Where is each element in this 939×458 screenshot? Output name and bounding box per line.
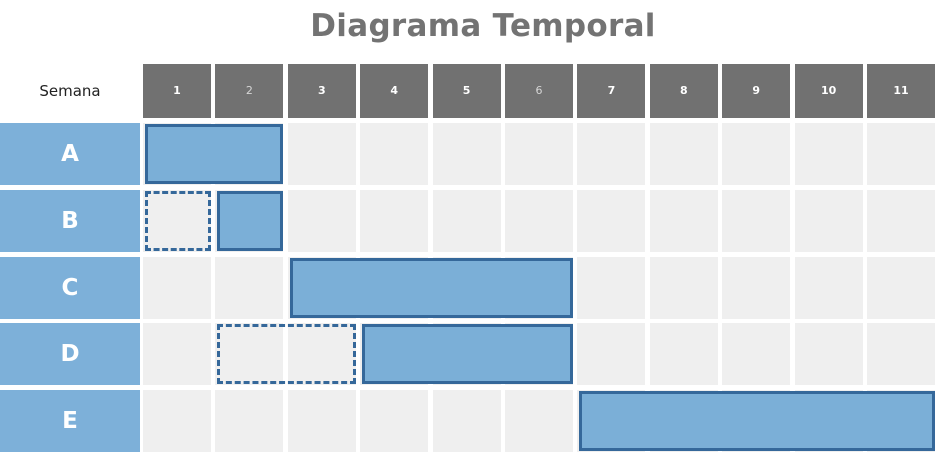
grid-cell — [867, 123, 935, 185]
task-bar-b — [217, 190, 284, 251]
grid-cell — [287, 323, 356, 386]
task-label-b: B — [0, 189, 140, 252]
grid-cell — [287, 189, 356, 252]
grid-cell — [577, 123, 646, 185]
week-header-4: 4 — [360, 64, 429, 118]
grid-cell — [432, 390, 501, 453]
grid-cell — [505, 189, 573, 252]
grid-cell — [722, 189, 791, 252]
task-label-a: A — [0, 123, 140, 185]
task-label-e: E — [0, 390, 140, 453]
grid-cell — [143, 390, 211, 453]
grid-cell — [867, 189, 935, 252]
week-header-11: 11 — [867, 64, 935, 118]
task-bar-b-planned — [145, 190, 211, 251]
week-header-2: 2 — [215, 64, 284, 118]
grid-cell — [577, 323, 646, 386]
grid-cell — [287, 390, 356, 453]
grid-cell — [505, 123, 573, 185]
grid-cell — [360, 189, 429, 252]
grid-cell — [215, 256, 284, 319]
grid-cell — [432, 189, 501, 252]
grid-cell — [505, 390, 573, 453]
grid-cell — [143, 256, 211, 319]
grid-cell — [794, 189, 863, 252]
grid-cell — [722, 256, 791, 319]
grid-cell — [722, 123, 791, 185]
grid-cell — [649, 256, 718, 319]
grid-cell — [649, 189, 718, 252]
diagram-title: Diagrama Temporal — [310, 8, 656, 44]
task-label-d: D — [0, 323, 140, 386]
task-bar-c — [289, 257, 573, 318]
week-header-9: 9 — [722, 64, 791, 118]
grid-cell — [794, 256, 863, 319]
task-bar-e — [579, 391, 935, 452]
grid-cell — [867, 256, 935, 319]
grid-cell — [215, 390, 284, 453]
grid-cell — [143, 189, 211, 252]
grid-cell — [867, 323, 935, 386]
task-label-c: C — [0, 256, 140, 319]
grid-cell — [287, 123, 356, 185]
week-header-10: 10 — [794, 64, 863, 118]
grid-cell — [794, 323, 863, 386]
grid-cell — [649, 123, 718, 185]
grid-cell — [432, 123, 501, 185]
task-bar-a — [145, 124, 284, 184]
grid-cell — [577, 189, 646, 252]
grid-cell — [360, 123, 429, 185]
grid-cell — [143, 323, 211, 386]
week-header-7: 7 — [577, 64, 646, 118]
grid-cell — [360, 390, 429, 453]
grid-cell — [794, 123, 863, 185]
grid-cell — [577, 256, 646, 319]
week-header-1: 1 — [143, 64, 211, 118]
week-header-3: 3 — [287, 64, 356, 118]
grid-cell — [215, 323, 284, 386]
week-header-8: 8 — [649, 64, 718, 118]
week-header-5: 5 — [432, 64, 501, 118]
grid-cell — [722, 323, 791, 386]
week-header-6: 6 — [505, 64, 573, 118]
task-bar-d — [362, 324, 573, 385]
task-bar-d-planned — [217, 324, 356, 385]
grid-cell — [649, 323, 718, 386]
week-axis-label: Semana — [39, 82, 101, 100]
